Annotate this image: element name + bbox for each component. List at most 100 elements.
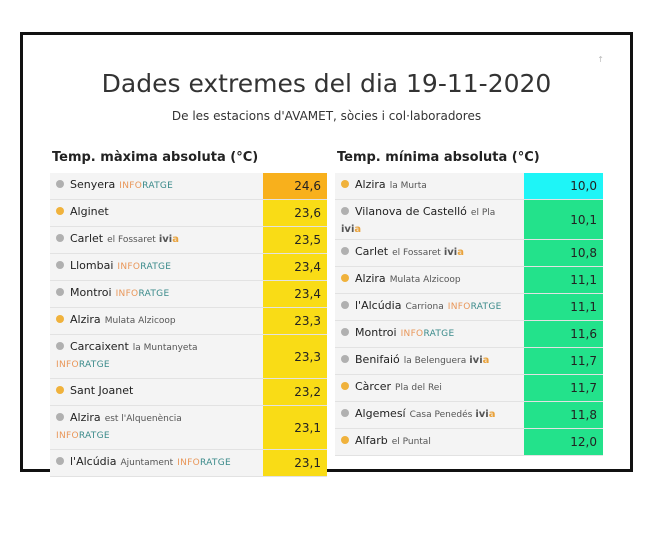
temperature-value: 23,4: [263, 281, 327, 307]
station-type-dot: [341, 274, 349, 282]
station-type-dot: [341, 436, 349, 444]
temperature-value: 23,6: [263, 200, 327, 226]
table-row: Alzira est l'Alquenència INFORATGE 23,1: [50, 406, 327, 450]
inforatge-badge: INFORATGE: [177, 458, 231, 468]
station-name: Alzira: [70, 313, 101, 326]
temperature-value: 23,3: [263, 308, 327, 334]
table-row: Senyera INFORATGE 24,6: [50, 173, 327, 200]
inforatge-part-b: RATGE: [423, 329, 455, 339]
station-cell: Alfarb el Puntal: [335, 429, 524, 455]
station-location: el Fossaret: [392, 248, 441, 258]
max-table-title: Temp. màxima absoluta (°C): [52, 150, 259, 165]
station-cell: Carlet el Fossaret ivia: [50, 227, 263, 253]
inforatge-part-a: INFO: [56, 360, 79, 370]
station-name: Carcaixent: [70, 340, 129, 353]
station-type-dot: [341, 382, 349, 390]
min-table-rows: Alzira la Murta 10,0 Vilanova de Castelló el…: [335, 173, 603, 456]
station-type-dot: [341, 180, 349, 188]
station-type-dot: [56, 207, 64, 215]
station-cell: Sant Joanet: [50, 379, 263, 405]
station-location: la Muntanyeta: [132, 343, 198, 353]
inforatge-part-b: RATGE: [78, 360, 110, 370]
station-cell: Alzira Mulata Alzicoop: [335, 267, 524, 293]
inforatge-part-b: RATGE: [142, 181, 174, 191]
station-cell: l'Alcúdia Carriona INFORATGE: [335, 294, 524, 320]
table-row: Sant Joanet 23,2: [50, 379, 327, 406]
ivia-badge: ivia: [469, 355, 489, 366]
table-row: Carcaixent la Muntanyeta INFORATGE 23,3: [50, 335, 327, 379]
station-name: Carlet: [70, 232, 104, 245]
table-row: l'Alcúdia Ajuntament INFORATGE 23,1: [50, 450, 327, 477]
station-cell: Càrcer Pla del Rei: [335, 375, 524, 401]
station-cell: Montroi INFORATGE: [50, 281, 263, 307]
ivia-part-a: ivi: [341, 224, 355, 235]
inforatge-part-a: INFO: [400, 329, 424, 339]
station-type-dot: [56, 457, 64, 465]
station-name: Benifaió: [355, 353, 400, 366]
temperature-value: 24,6: [263, 173, 327, 199]
station-type-dot: [56, 180, 64, 188]
station-cell: Alginet: [50, 200, 263, 226]
station-name: Alzira: [355, 178, 386, 191]
page-title: Dades extremes del dia 19-11-2020: [101, 69, 552, 98]
station-type-dot: [341, 247, 349, 255]
station-name: Alginet: [70, 205, 109, 218]
table-row: Alzira Mulata Alzicoop 11,1: [335, 267, 603, 294]
temperature-value: 10,1: [524, 200, 603, 239]
station-name: Vilanova de Castelló: [355, 205, 467, 218]
ivia-part-b: a: [488, 409, 496, 420]
inforatge-badge: INFORATGE: [56, 360, 110, 370]
table-row: Vilanova de Castelló el Pla ivia 10,1: [335, 200, 603, 240]
station-type-dot: [56, 342, 64, 350]
ivia-part-a: ivi: [475, 409, 489, 420]
temperature-value: 11,1: [524, 267, 603, 293]
temperature-value: 23,4: [263, 254, 327, 280]
station-type-dot: [56, 315, 64, 323]
inforatge-badge: INFORATGE: [116, 289, 170, 299]
station-location: est l'Alquenència: [104, 414, 182, 424]
table-row: Alzira Mulata Alzicoop 23,3: [50, 308, 327, 335]
corner-mark: ↑: [597, 55, 604, 64]
station-type-dot: [341, 207, 349, 215]
station-cell: Algemesí Casa Penedés ivia: [335, 402, 524, 428]
min-temperature-table: Temp. mínima absoluta (°C) Alzira la Murt…: [335, 149, 603, 456]
station-type-dot: [56, 386, 64, 394]
report-frame: ↑ Dades extremes del dia 19-11-2020 De l…: [20, 32, 633, 477]
station-cell: Montroi INFORATGE: [335, 321, 524, 347]
table-row: l'Alcúdia Carriona INFORATGE 11,1: [335, 294, 603, 321]
ivia-badge: ivia: [444, 247, 464, 258]
inforatge-badge: INFORATGE: [448, 302, 502, 312]
inforatge-part-a: INFO: [119, 181, 143, 191]
inforatge-part-b: RATGE: [140, 262, 172, 272]
table-row: Alzira la Murta 10,0: [335, 173, 603, 200]
ivia-part-b: a: [172, 234, 179, 245]
station-type-dot: [56, 261, 64, 269]
station-type-dot: [56, 234, 64, 242]
table-row: Llombai INFORATGE 23,4: [50, 254, 327, 281]
temperature-value: 10,8: [524, 240, 603, 266]
inforatge-badge: INFORATGE: [119, 181, 173, 191]
inforatge-badge: INFORATGE: [56, 431, 110, 441]
table-row: Carlet el Fossaret ivia 23,5: [50, 227, 327, 254]
station-location: Casa Penedés: [409, 410, 473, 420]
station-type-dot: [341, 355, 349, 363]
table-row: Algemesí Casa Penedés ivia 11,8: [335, 402, 603, 429]
station-name: Carlet: [355, 245, 389, 258]
table-row: Benifaió la Belenguera ivia 11,7: [335, 348, 603, 375]
station-location: el Fossaret: [107, 235, 156, 245]
table-row: Montroi INFORATGE 11,6: [335, 321, 603, 348]
station-name: l'Alcúdia: [70, 455, 117, 468]
station-name: l'Alcúdia: [355, 299, 402, 312]
inforatge-part-a: INFO: [115, 289, 139, 299]
temperature-value: 11,6: [524, 321, 603, 347]
inforatge-part-a: INFO: [447, 302, 471, 312]
min-table-title: Temp. mínima absoluta (°C): [337, 150, 540, 165]
temperature-value: 23,2: [263, 379, 327, 405]
inforatge-badge: INFORATGE: [401, 329, 455, 339]
inforatge-badge: INFORATGE: [117, 262, 171, 272]
station-cell: Alzira Mulata Alzicoop: [50, 308, 263, 334]
ivia-part-a: ivi: [443, 247, 458, 258]
temperature-value: 11,7: [524, 348, 603, 374]
ivia-part-a: ivi: [158, 234, 173, 245]
station-name: Sant Joanet: [70, 384, 134, 397]
